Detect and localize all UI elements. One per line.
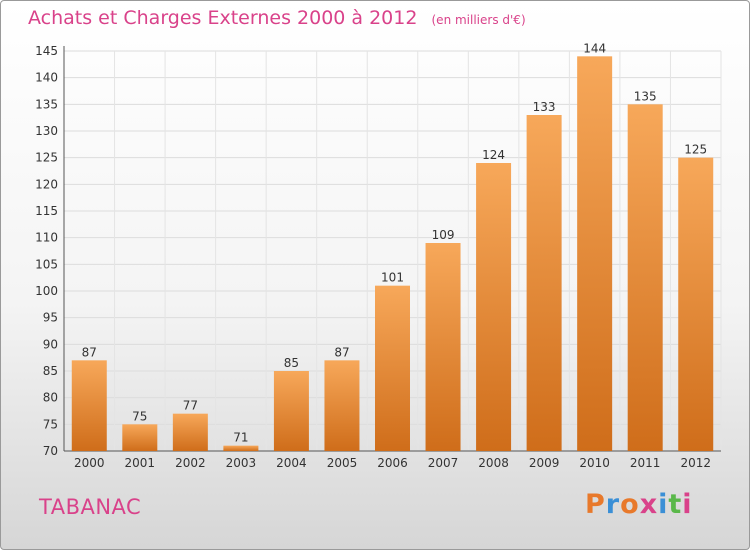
- place-name: TABANAC: [39, 495, 142, 519]
- bars: [71, 56, 714, 451]
- y-tick-label: 75: [43, 417, 58, 431]
- x-tick-label: 2012: [680, 456, 711, 470]
- x-tick-label: 2010: [579, 456, 610, 470]
- chart-title-text: Achats et Charges Externes 2000 à 2012: [28, 7, 418, 29]
- logo-letter: i: [682, 489, 693, 520]
- logo-letter: x: [639, 489, 659, 520]
- labels: 87 2000 75 2001 77 2002 71 2003 85 2004 87 2005 101 2…: [74, 41, 711, 470]
- y-tick-label: 100: [35, 284, 58, 298]
- x-tick-label: 2009: [529, 456, 560, 470]
- data-label: 135: [634, 89, 657, 103]
- y-tick-label: 120: [35, 177, 58, 191]
- bar: [627, 104, 663, 451]
- bar: [223, 445, 259, 451]
- y-tick-label: 115: [35, 204, 58, 218]
- x-tick-label: 2006: [377, 456, 408, 470]
- y-tick-label: 70: [43, 444, 58, 458]
- data-label: 125: [684, 143, 707, 157]
- y-tick-label: 125: [35, 151, 58, 165]
- y-tick-label: 135: [35, 97, 58, 111]
- y-tick-label: 95: [43, 311, 58, 325]
- data-label: 124: [482, 148, 505, 162]
- data-label: 87: [334, 345, 349, 359]
- data-label: 144: [583, 41, 606, 55]
- logo-letter: o: [620, 489, 640, 520]
- x-tick-label: 2008: [478, 456, 509, 470]
- x-tick-label: 2001: [125, 456, 156, 470]
- x-tick-label: 2000: [74, 456, 105, 470]
- x-tick-label: 2005: [327, 456, 358, 470]
- bar: [273, 371, 309, 451]
- data-label: 133: [533, 100, 556, 114]
- data-label: 87: [82, 345, 97, 359]
- bar: [476, 163, 512, 451]
- y-tick-label: 80: [43, 391, 58, 405]
- bar: [375, 285, 410, 451]
- bar: [122, 424, 158, 451]
- logo-letter: i: [658, 489, 669, 520]
- data-label: 71: [233, 431, 248, 445]
- bar: [577, 56, 613, 451]
- proxiti-logo: Proxiti: [585, 489, 693, 520]
- x-tick-label: 2011: [630, 456, 661, 470]
- x-tick-label: 2002: [175, 456, 206, 470]
- bar: [172, 413, 208, 451]
- y-tick-label: 140: [35, 71, 58, 85]
- data-label: 85: [284, 356, 299, 370]
- y-tick-label: 110: [35, 231, 58, 245]
- data-label: 101: [381, 271, 404, 285]
- data-label: 75: [132, 409, 147, 423]
- y-tick-label: 105: [35, 257, 58, 271]
- bar: [526, 115, 562, 451]
- chart-unit-label: (en milliers d'€): [431, 13, 526, 27]
- bar: [678, 157, 714, 451]
- logo-letter: t: [668, 489, 683, 520]
- y-tick-label: 145: [35, 44, 58, 58]
- y-tick-label: 90: [43, 337, 58, 351]
- bar: [425, 243, 461, 451]
- bar: [71, 360, 107, 451]
- x-tick-label: 2004: [276, 456, 307, 470]
- x-tick-label: 2003: [226, 456, 257, 470]
- y-tick-label: 85: [43, 364, 58, 378]
- chart-title: Achats et Charges Externes 2000 à 2012 (…: [28, 7, 526, 29]
- logo-letter: r: [605, 489, 621, 520]
- data-label: 109: [432, 228, 455, 242]
- bar: [324, 360, 360, 451]
- data-label: 77: [183, 399, 198, 413]
- logo-letter: P: [585, 489, 606, 520]
- x-tick-label: 2007: [428, 456, 459, 470]
- y-tick-label: 130: [35, 124, 58, 138]
